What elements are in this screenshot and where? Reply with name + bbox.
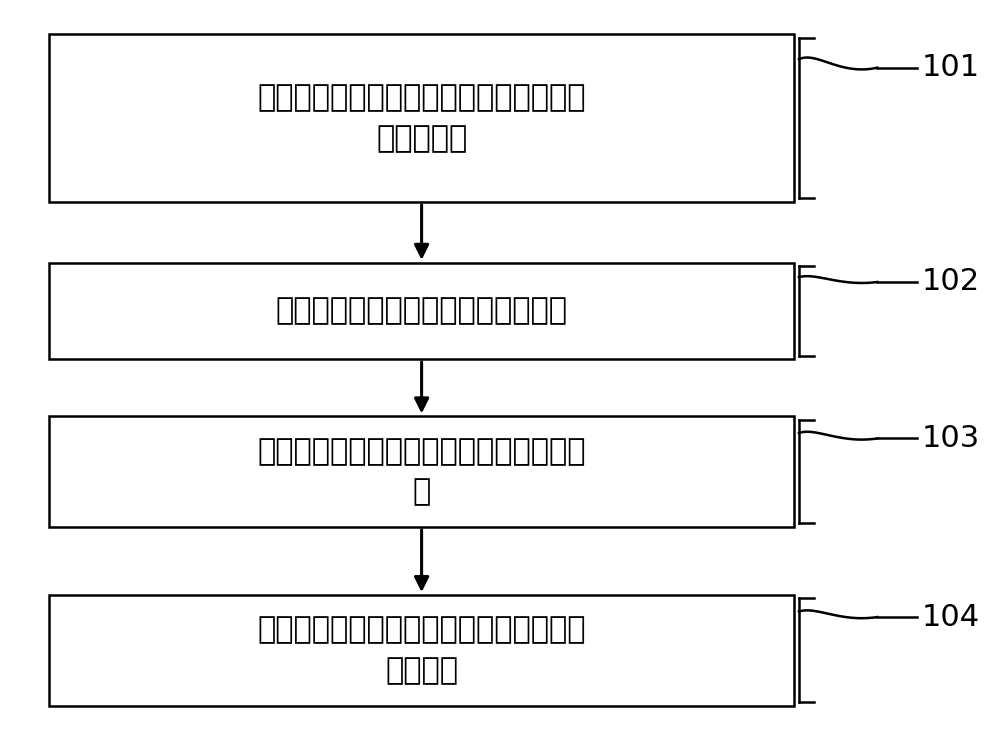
Text: 根据轨迹信息以及预设策略，生成展示信
息: 根据轨迹信息以及预设策略，生成展示信 息: [257, 437, 586, 507]
Text: 101: 101: [921, 53, 980, 82]
Text: 向车辆发送展示指令，展示指令中携带有
展示信息: 向车辆发送展示指令，展示指令中携带有 展示信息: [257, 615, 586, 685]
Text: 102: 102: [921, 268, 980, 297]
Bar: [49, 595, 794, 706]
Text: 根据位置信息，获取车辆的轨迹信息: 根据位置信息，获取车辆的轨迹信息: [276, 297, 568, 325]
Bar: [49, 262, 794, 359]
Text: 103: 103: [921, 424, 980, 453]
Text: 104: 104: [921, 603, 980, 631]
Text: 当获取到显示请求时，实时接收车辆发送
的位置信息: 当获取到显示请求时，实时接收车辆发送 的位置信息: [257, 83, 586, 153]
Bar: [49, 34, 794, 202]
Bar: [49, 416, 794, 527]
